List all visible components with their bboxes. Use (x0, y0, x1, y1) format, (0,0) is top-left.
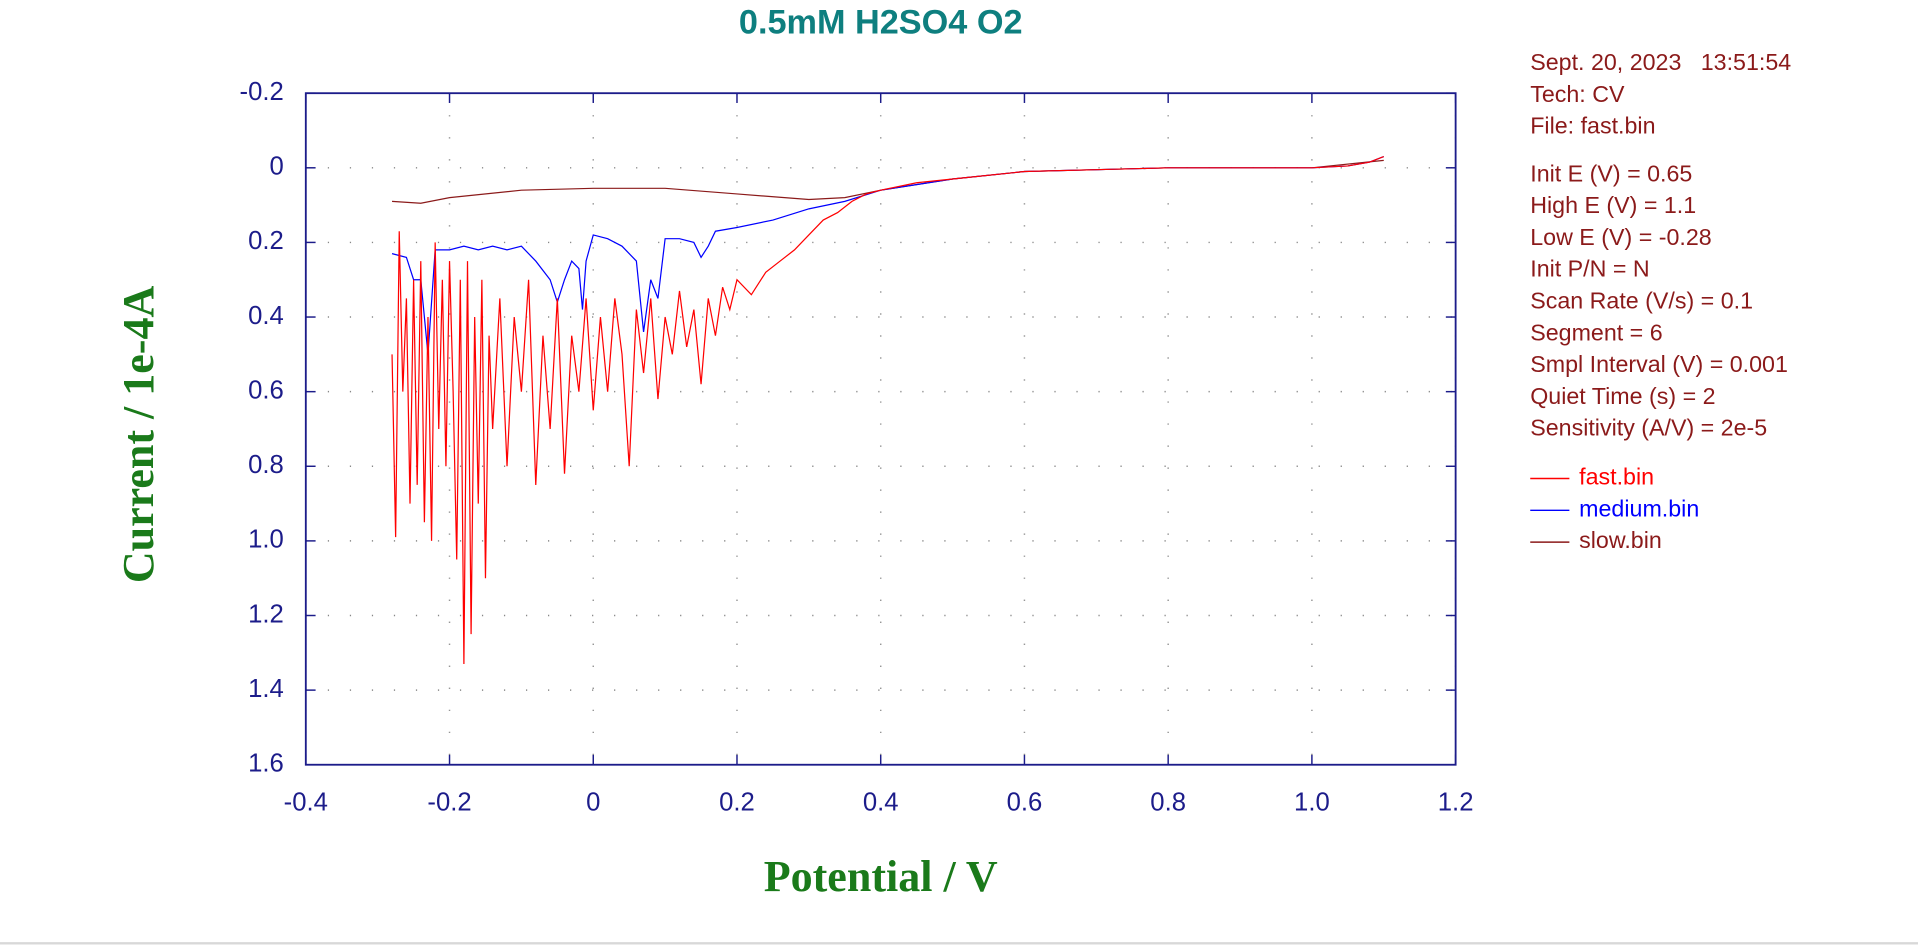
parameter-line: High E (V) = 1.1 (1530, 192, 1696, 218)
x-axis-title: Potential / V (764, 852, 998, 901)
y-tick-label: 0.2 (248, 227, 284, 255)
parameter-line: Quiet Time (s) = 2 (1530, 383, 1715, 409)
x-tick-label: 1.2 (1438, 789, 1474, 817)
parameter-line: Smpl Interval (V) = 0.001 (1530, 351, 1788, 377)
parameter-line: Segment = 6 (1530, 319, 1662, 345)
legend: fast.bin medium.bin slow.bin (1530, 464, 1699, 553)
x-tick-label: 0.4 (863, 789, 899, 817)
x-tick-label: -0.2 (427, 789, 471, 817)
x-tick-label: 0.2 (719, 789, 755, 817)
x-tick-label: -0.4 (284, 789, 328, 817)
y-tick-label: 1.6 (248, 750, 284, 778)
parameter-line: Init P/N = N (1530, 256, 1649, 282)
y-tick-label: 1.4 (248, 675, 284, 703)
y-tick-label: 0.6 (248, 376, 284, 404)
parameter-line: Scan Rate (V/s) = 0.1 (1530, 288, 1753, 314)
y-tick-label: -0.2 (240, 78, 284, 106)
info-line: Tech: CV (1530, 81, 1625, 107)
parameter-line: Low E (V) = -0.28 (1530, 224, 1711, 250)
parameter-line: Init E (V) = 0.65 (1530, 160, 1692, 186)
y-tick-label: 0 (270, 153, 284, 181)
plot-area: -0.4 -0.2 0 0.2 0.4 0.6 0.8 1.0 1.2 -0.2 0 0.2 0.4 0.… (240, 78, 1474, 817)
x-tick-label: 0.6 (1007, 789, 1043, 817)
series-line (391, 156, 1384, 665)
info-panel: Sept. 20, 2023 13:51:54 Tech: CV File: fas… (1530, 49, 1791, 441)
info-line: File: fast.bin (1530, 113, 1655, 139)
y-tick-label: 1.0 (248, 526, 284, 554)
y-tick-label: 0.8 (248, 451, 284, 479)
y-tick-label: 0.4 (248, 302, 284, 330)
x-tick-label: 0.8 (1150, 789, 1186, 817)
legend-label: slow.bin (1579, 527, 1662, 553)
legend-label: medium.bin (1579, 495, 1699, 521)
plot-frame (304, 92, 1457, 766)
legend-label: fast.bin (1579, 464, 1654, 490)
x-tick-label: 0 (586, 789, 600, 817)
y-axis-title: Current / 1e-4A (114, 286, 163, 584)
x-tick-label: 1.0 (1294, 789, 1330, 817)
parameter-line: Sensitivity (A/V) = 2e-5 (1530, 415, 1767, 441)
chart-title: 0.5mM H2SO4 O2 (739, 4, 1023, 42)
y-tick-label: 1.2 (248, 600, 284, 628)
info-line: Sept. 20, 2023 13:51:54 (1530, 49, 1791, 75)
